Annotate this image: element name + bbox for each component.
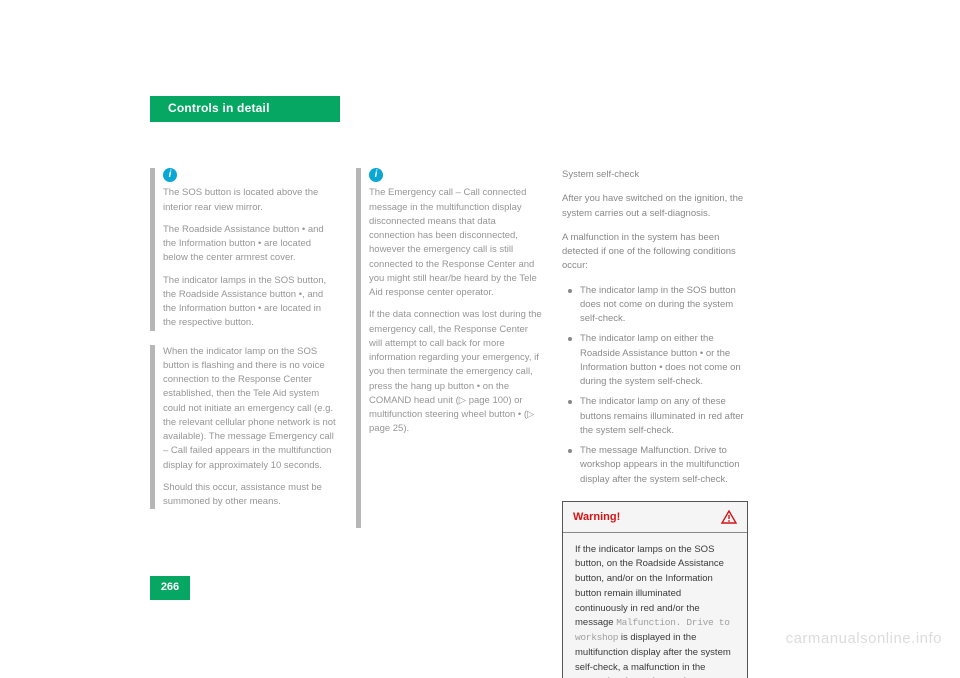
paragraph: A malfunction in the system has been det… (562, 231, 748, 274)
watermark: carmanualsonline.info (786, 628, 942, 650)
note-text: The indicator lamps in the SOS button, t… (163, 274, 336, 331)
warning-title: Warning! (573, 510, 620, 526)
warning-body: If the indicator lamps on the SOS button… (563, 533, 747, 678)
page-number-value: 266 (161, 580, 179, 596)
column-1: i The SOS button is located above the in… (150, 168, 336, 678)
note-text: Should this occur, assistance must be su… (163, 481, 336, 510)
warning-paragraph: If the indicator lamps on the SOS button… (575, 543, 735, 678)
header-title: Controls in detail (168, 100, 270, 117)
column-3: System self-check After you have switche… (562, 168, 748, 678)
warning-header: Warning! (563, 502, 747, 533)
note-block-2: When the indicator lamp on the SOS butto… (150, 345, 336, 510)
info-icon: i (369, 168, 383, 182)
page: Controls in detail i The SOS button is l… (0, 0, 960, 678)
warning-box: Warning! If the indicator lamps on the S… (562, 501, 748, 678)
body-text: System self-check After you have switche… (562, 168, 748, 487)
list-item: The indicator lamp on either the Roadsid… (572, 332, 748, 389)
note-text: If the data connection was lost during t… (369, 308, 542, 436)
note-text: The SOS button is located above the inte… (163, 186, 336, 215)
list-item: The message Malfunction. Drive to worksh… (572, 444, 748, 487)
warning-text: If the indicator lamps on the SOS button… (575, 544, 724, 629)
note-text: When the indicator lamp on the SOS butto… (163, 345, 336, 473)
list-item: The indicator lamp on any of these butto… (572, 395, 748, 438)
list-item: The indicator lamp in the SOS button doe… (572, 284, 748, 327)
paragraph: After you have switched on the ignition,… (562, 192, 748, 221)
header-bar: Controls in detail (150, 96, 340, 122)
note-block-1: i The SOS button is located above the in… (150, 168, 336, 331)
note-text: The Roadside Assistance button • and the… (163, 223, 336, 266)
columns: i The SOS button is located above the in… (150, 168, 748, 678)
info-icon: i (163, 168, 177, 182)
bullet-list: The indicator lamp in the SOS button doe… (562, 284, 748, 487)
warning-icon (721, 510, 737, 526)
column-2: i The Emergency call – Call connected me… (356, 168, 542, 678)
page-number: 266 (150, 576, 190, 600)
note-text: The Emergency call – Call connected mess… (369, 186, 542, 300)
section-heading: System self-check (562, 168, 748, 182)
note-block-3: i The Emergency call – Call connected me… (356, 168, 542, 528)
